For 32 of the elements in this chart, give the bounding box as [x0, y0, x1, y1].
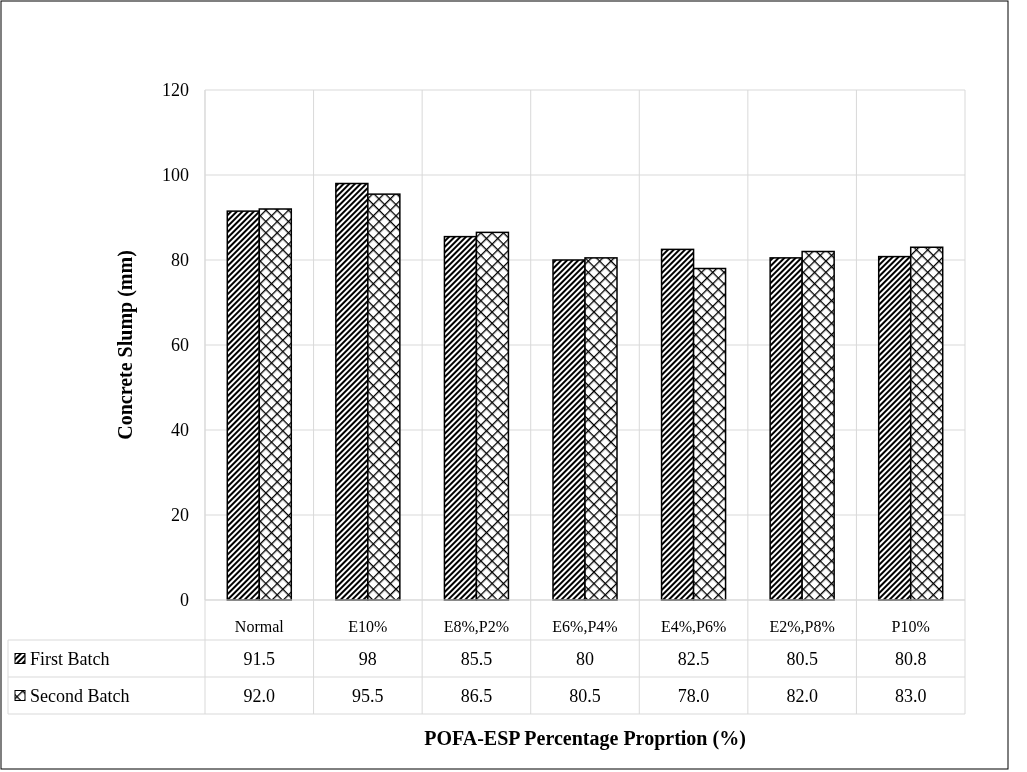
- y-tick-label: 100: [162, 165, 189, 186]
- y-tick-label: 0: [180, 590, 189, 611]
- data-label: 86.5: [460, 685, 493, 706]
- x-tick-label: E6%,P4%: [552, 617, 618, 635]
- x-tick-label: E2%,P8%: [769, 617, 835, 635]
- y-tick-label: 60: [171, 335, 189, 356]
- data-label: 78.0: [677, 685, 710, 706]
- data-label: 80.8: [894, 648, 927, 669]
- x-axis-title: POFA-ESP Percentage Proprtion (%): [424, 727, 746, 750]
- data-label: 92.0: [243, 685, 276, 706]
- data-label: 80.5: [569, 685, 601, 706]
- y-tick-label: 40: [171, 420, 189, 441]
- x-tick-label: P10%: [891, 617, 930, 635]
- x-tick-label: E4%,P6%: [660, 617, 727, 635]
- x-tick-label: E8%,P2%: [443, 617, 510, 635]
- y-tick-label: 20: [171, 505, 189, 526]
- y-tick-label: 80: [171, 250, 189, 271]
- y-axis-title: Concrete Slump (mm): [114, 250, 137, 440]
- legend-label: Second Batch: [30, 685, 130, 706]
- data-label: 98: [358, 648, 377, 669]
- data-label: 82.5: [677, 648, 710, 669]
- data-label: 80.5: [786, 648, 818, 669]
- data-label: 95.5: [352, 685, 384, 706]
- x-tick-label: E10%: [348, 617, 388, 635]
- data-label: 83.0: [894, 685, 927, 706]
- data-label: 91.5: [243, 648, 276, 669]
- data-label: 80: [576, 648, 594, 669]
- x-tick-label: Normal: [234, 617, 285, 635]
- y-tick-label: 120: [162, 80, 189, 101]
- data-label: 82.0: [786, 685, 818, 706]
- data-label: 85.5: [460, 648, 493, 669]
- legend-label: First Batch: [30, 648, 110, 669]
